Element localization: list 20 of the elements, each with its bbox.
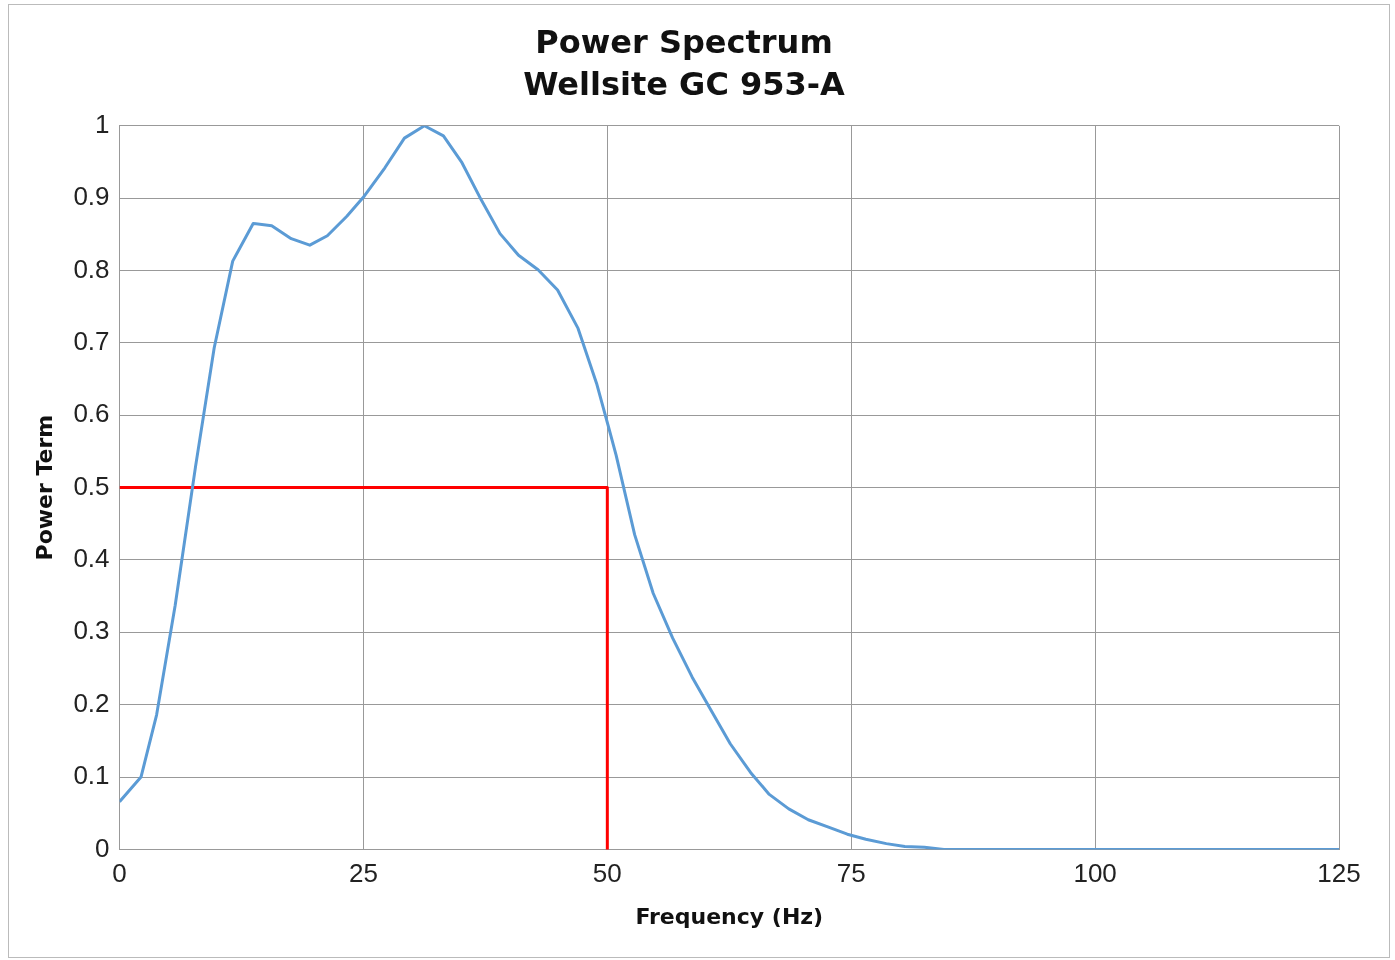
x-axis-title: Frequency (Hz) (635, 903, 824, 929)
chart-subtitle: Wellsite GC 953-A (523, 64, 846, 103)
y-tick-label: 0.5 (73, 470, 110, 501)
x-tick-label: 50 (592, 858, 622, 889)
y-tick-label: 0.8 (73, 253, 110, 284)
y-tick-label: 0.9 (73, 181, 110, 212)
y-axis-title: Power Term (31, 414, 57, 561)
x-tick-label: 100 (1073, 858, 1117, 889)
y-tick-label: 0 (95, 832, 110, 863)
y-tick-label: 1 (95, 108, 110, 139)
y-tick-label: 0.2 (73, 687, 110, 718)
chart-title: Power Spectrum (535, 22, 833, 61)
x-tick-label: 25 (348, 858, 378, 889)
y-tick-label: 0.3 (73, 615, 110, 646)
y-tick-label: 0.7 (73, 326, 110, 357)
y-tick-label: 0.1 (73, 760, 110, 791)
y-tick-label: 0.6 (73, 398, 110, 429)
x-tick-label: 125 (1317, 858, 1361, 889)
x-tick-label: 75 (836, 858, 866, 889)
y-tick-label: 0.4 (73, 543, 110, 574)
